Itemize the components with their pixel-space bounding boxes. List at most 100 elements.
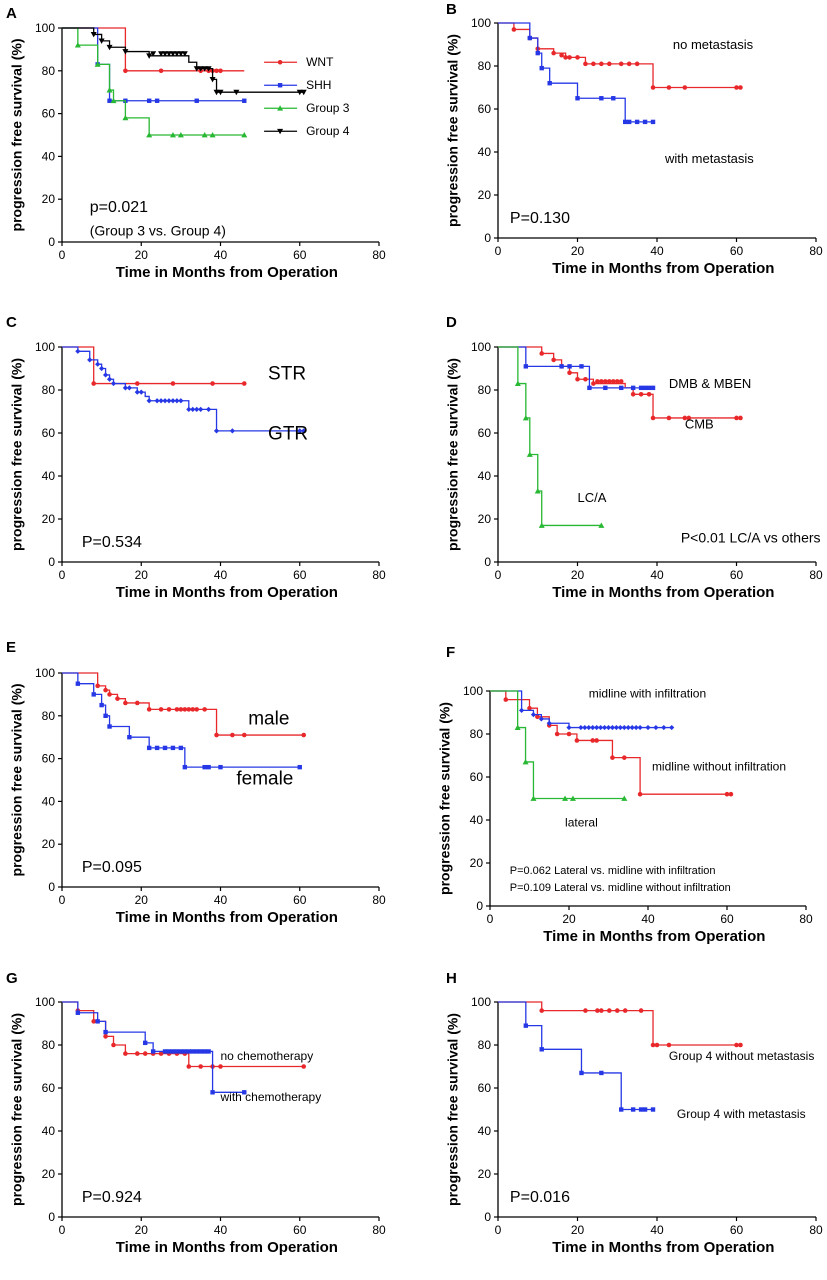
censor-point — [554, 731, 560, 737]
series-female — [62, 672, 302, 770]
censor-point — [650, 415, 656, 421]
censor-point — [174, 398, 180, 404]
censor-point — [613, 724, 619, 731]
y-tick-label: 20 — [42, 512, 56, 526]
y-tick-label: 80 — [478, 1038, 492, 1052]
censor-point — [110, 380, 117, 387]
censor-point — [190, 1049, 195, 1054]
y-tick-label: 20 — [478, 188, 492, 202]
annotation: Group 4 without metastasis — [669, 1049, 814, 1063]
x-tick-label: 80 — [809, 244, 823, 258]
panel-a: A 0 20 40 60 80 100 0 20 40 60 80 Time in Months fro… — [6, 5, 386, 281]
censor-point — [559, 364, 564, 369]
x-tick-label: 0 — [495, 1223, 502, 1237]
censor-point — [575, 55, 580, 60]
x-axis-label: Time in Months from Operation — [552, 1239, 774, 1256]
panel-letter: G — [6, 970, 18, 987]
censor-point — [146, 132, 153, 138]
y-tick-label: 60 — [470, 770, 484, 784]
censor-point — [575, 376, 580, 382]
panel-h: H 0 20 40 60 80 100 0 20 40 60 80 Time in Months fro… — [445, 970, 823, 1256]
censor-point — [300, 89, 307, 96]
censor-point — [182, 1049, 188, 1054]
censor-point — [209, 76, 216, 83]
series-wnt — [62, 27, 245, 74]
censor-point — [567, 364, 572, 369]
annotation: P=0.016 — [510, 1189, 570, 1206]
censor-point — [241, 381, 247, 386]
censor-point — [523, 364, 529, 369]
censor-point — [607, 61, 612, 67]
censor-point — [181, 51, 188, 57]
y-axis-label: progression free survival (%) — [9, 684, 25, 877]
censor-point — [197, 66, 204, 72]
censor-point — [594, 724, 600, 731]
censor-point — [198, 406, 204, 412]
censor-point — [633, 724, 639, 731]
censor-point — [514, 380, 521, 386]
censor-point — [586, 724, 592, 731]
y-tick-label: 100 — [35, 666, 55, 680]
series-group-4-without-metastasis — [498, 1001, 743, 1048]
y-tick-label: 40 — [470, 813, 484, 827]
annotation: midline with infiltration — [589, 686, 706, 700]
x-tick-label: 80 — [372, 1223, 386, 1237]
annotation: GTR — [268, 423, 308, 444]
x-tick-label: 40 — [214, 1223, 228, 1237]
censor-point — [158, 707, 164, 712]
x-tick-label: 60 — [293, 568, 307, 582]
censor-point — [218, 764, 223, 770]
censor-point — [87, 357, 93, 363]
y-tick-label: 60 — [478, 102, 492, 116]
censor-point — [522, 414, 529, 421]
censor-point — [110, 97, 117, 104]
censor-point — [599, 61, 604, 67]
censor-point — [91, 381, 96, 386]
censor-point — [654, 1042, 660, 1048]
censor-point — [569, 795, 576, 801]
km-curve-group-3 — [62, 27, 245, 136]
y-tick-label: 40 — [42, 1124, 56, 1138]
censor-point — [599, 1070, 604, 1076]
censor-point — [169, 132, 176, 138]
censor-point — [583, 61, 588, 67]
censor-point — [634, 61, 640, 67]
annotation: midline without infiltration — [652, 760, 786, 774]
censor-point — [296, 89, 303, 96]
panel-letter: F — [446, 644, 455, 661]
censor-point — [202, 707, 207, 712]
censor-point — [511, 27, 517, 32]
censor-point — [519, 707, 525, 713]
x-tick-label: 80 — [799, 912, 813, 926]
censor-point — [206, 1049, 211, 1054]
censor-point — [209, 132, 216, 138]
series-group-4-with-metastasis — [498, 1001, 656, 1112]
censor-point — [217, 89, 224, 96]
annotation: P=0.095 — [82, 859, 142, 876]
censor-point — [154, 398, 160, 404]
censor-point — [599, 96, 604, 101]
censor-point — [535, 50, 540, 56]
annotation: P=0.924 — [82, 1189, 142, 1206]
censor-point — [527, 705, 532, 711]
annotation: with chemotherapy — [220, 1090, 322, 1104]
x-axis-label: Time in Months from Operation — [116, 909, 338, 926]
x-axis-label: Time in Months from Operation — [116, 264, 338, 281]
censor-point — [126, 385, 132, 391]
censor-point — [610, 755, 615, 760]
censor-point — [241, 732, 247, 738]
censor-point — [598, 724, 604, 731]
censor-point — [591, 61, 596, 67]
censor-point — [174, 1049, 180, 1054]
x-tick-label: 20 — [571, 244, 585, 258]
x-tick-label: 40 — [214, 568, 228, 582]
censor-point — [158, 398, 164, 404]
censor-point — [621, 724, 627, 731]
censor-point — [123, 1051, 128, 1056]
panel-f: F 0 20 40 60 80 100 0 20 40 60 80 Time in Months fro… — [437, 644, 813, 945]
censor-point — [154, 745, 160, 751]
km-curve-no-metastasis — [498, 22, 741, 89]
y-tick-label: 60 — [478, 426, 492, 440]
censor-point — [170, 381, 176, 386]
